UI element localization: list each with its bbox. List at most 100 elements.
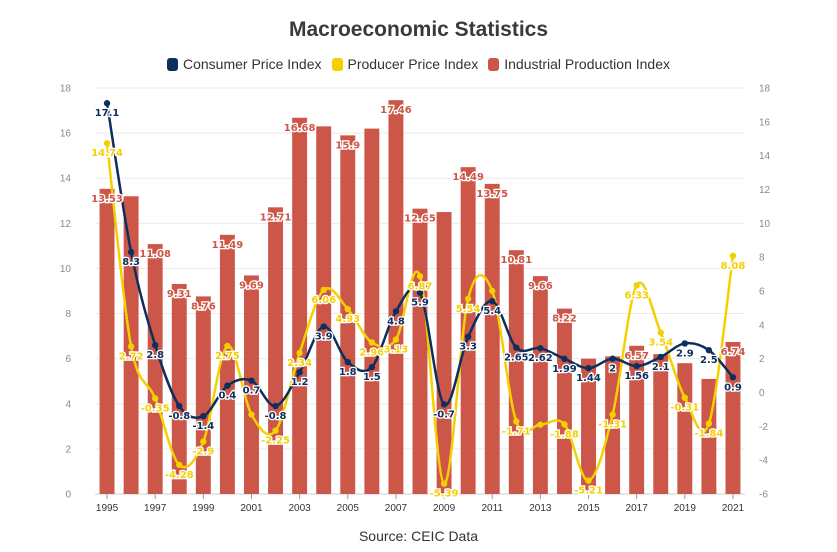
y-right-tick: -4 xyxy=(759,456,768,467)
bar-ipi-2008 xyxy=(412,208,428,494)
data-label-cpi-2017: 1.56 xyxy=(624,371,649,382)
point-ppi-2009 xyxy=(440,480,448,487)
data-label-cpi-2012: 2.65 xyxy=(504,353,529,364)
data-label-cpi-2008: 5.9 xyxy=(411,298,429,309)
x-tick-label: 1999 xyxy=(192,503,215,514)
point-cpi-2019 xyxy=(681,340,689,347)
point-cpi-2008 xyxy=(416,289,424,296)
bar-ipi-2000 xyxy=(219,234,235,494)
data-label-cpi-2011: 5.4 xyxy=(483,306,501,317)
data-label-cpi-2019: 2.9 xyxy=(676,348,694,359)
data-label-ppi-2007: 3.13 xyxy=(384,345,409,356)
data-label-ppi-2019: -0.31 xyxy=(670,403,699,414)
legend-item-ipi[interactable]: Industrial Production Index xyxy=(488,56,670,72)
legend-item-cpi[interactable]: Consumer Price Index xyxy=(166,56,322,72)
data-label-ppi-2016: -1.31 xyxy=(598,420,627,431)
y-left-tick: 12 xyxy=(60,219,72,230)
bar-ipi-2017 xyxy=(629,345,645,494)
data-label-ppi-2010: 5.54 xyxy=(456,304,481,315)
bar-ipi-2004 xyxy=(316,126,332,494)
legend-label-ppi: Producer Price Index xyxy=(347,56,479,72)
point-cpi-2014 xyxy=(561,355,568,363)
data-label-ppi-2009: -5.39 xyxy=(430,489,459,500)
data-label-ipi-2021: 6.74 xyxy=(721,347,746,358)
point-cpi-2012 xyxy=(513,344,520,351)
point-ppi-2019 xyxy=(681,394,689,401)
data-label-ipi-1997: 11.08 xyxy=(139,249,171,260)
point-cpi-2001 xyxy=(248,377,255,384)
data-label-cpi-2000: 0.4 xyxy=(219,391,237,402)
data-label-ipi-2013: 9.66 xyxy=(528,281,553,292)
point-ppi-2006 xyxy=(368,339,376,346)
data-label-ppi-2017: 6.33 xyxy=(624,290,649,301)
data-label-cpi-2013: 2.62 xyxy=(528,353,553,364)
legend-swatch-cpi xyxy=(166,57,178,71)
bar-ipi-2003 xyxy=(292,117,308,495)
data-label-ppi-1996: 2.72 xyxy=(119,351,144,362)
y-left-tick: 4 xyxy=(65,399,71,410)
point-ppi-1999 xyxy=(200,438,207,445)
bar-ipi-1999 xyxy=(195,296,211,494)
data-label-cpi-2009: -0.7 xyxy=(433,409,455,420)
x-tick-label: 2005 xyxy=(337,503,360,514)
y-right-tick: 18 xyxy=(759,84,771,95)
legend-item-ppi[interactable]: Producer Price Index xyxy=(331,56,479,72)
data-label-ppi-2008: 6.87 xyxy=(408,281,433,292)
point-ppi-1997 xyxy=(151,395,159,402)
point-cpi-2004 xyxy=(320,323,327,330)
data-label-ipi-2014: 8.22 xyxy=(552,314,577,325)
source-note: Source: CEIC Data xyxy=(358,528,479,544)
bar-ipi-2005 xyxy=(340,135,356,494)
y-right-tick: 10 xyxy=(759,219,771,230)
y-left-tick: 8 xyxy=(65,309,71,320)
data-label-ppi-2020: -1.84 xyxy=(694,429,723,440)
legend-label-cpi: Consumer Price Index xyxy=(182,56,322,72)
data-label-ppi-2005: 4.93 xyxy=(335,314,360,325)
point-cpi-2018 xyxy=(657,353,664,361)
data-label-cpi-1997: 2.8 xyxy=(146,350,164,361)
point-ppi-2015 xyxy=(585,477,592,484)
data-label-ppi-1997: -0.35 xyxy=(141,403,170,414)
point-cpi-2002 xyxy=(272,402,279,410)
data-label-cpi-1999: -1.4 xyxy=(192,421,214,432)
point-ppi-2010 xyxy=(464,295,472,302)
x-tick-label: 1995 xyxy=(96,503,119,514)
point-ppi-2001 xyxy=(248,411,255,418)
y-right-tick: 16 xyxy=(759,117,771,128)
point-ppi-2012 xyxy=(513,418,520,425)
bar-ipi-2010 xyxy=(460,167,476,495)
bar-ipi-2018 xyxy=(653,354,669,494)
y-left-tick: 18 xyxy=(60,84,72,95)
point-ppi-2003 xyxy=(296,349,303,357)
data-label-ppi-2003: 2.34 xyxy=(287,358,312,369)
bar-ipi-2021 xyxy=(725,341,741,494)
point-ppi-2004 xyxy=(320,286,327,294)
data-label-cpi-2003: 1.2 xyxy=(291,377,309,388)
point-cpi-2007 xyxy=(392,308,400,315)
data-label-ppi-2021: 8.08 xyxy=(721,261,746,272)
data-label-cpi-2016: 2 xyxy=(609,364,616,375)
bar-ipi-2011 xyxy=(484,183,500,494)
data-label-cpi-1996: 8.3 xyxy=(122,257,140,268)
point-cpi-2017 xyxy=(633,362,640,370)
data-label-ppi-2015: -5.21 xyxy=(574,486,603,497)
x-tick-label: 2017 xyxy=(626,503,649,514)
data-label-ppi-2018: 3.54 xyxy=(648,338,673,349)
point-ppi-2016 xyxy=(609,411,616,418)
data-label-cpi-2005: 1.8 xyxy=(339,367,357,378)
point-cpi-1998 xyxy=(176,402,183,410)
y-left-tick: 14 xyxy=(60,174,72,185)
point-cpi-2016 xyxy=(609,355,616,362)
data-label-ppi-2000: 2.75 xyxy=(215,351,240,362)
data-label-ipi-2005: 15.9 xyxy=(335,140,360,151)
point-ppi-2013 xyxy=(537,421,544,428)
point-ppi-2014 xyxy=(561,421,568,428)
x-tick-label: 2007 xyxy=(385,503,408,514)
data-label-cpi-2015: 1.44 xyxy=(576,373,601,384)
x-tick-label: 2009 xyxy=(433,503,456,514)
point-ppi-2017 xyxy=(633,282,640,289)
point-cpi-2006 xyxy=(368,363,376,371)
data-label-ipi-1998: 9.31 xyxy=(167,289,192,300)
data-label-ppi-2004: 6.06 xyxy=(311,295,336,306)
bar-ipi-2014 xyxy=(556,308,572,494)
